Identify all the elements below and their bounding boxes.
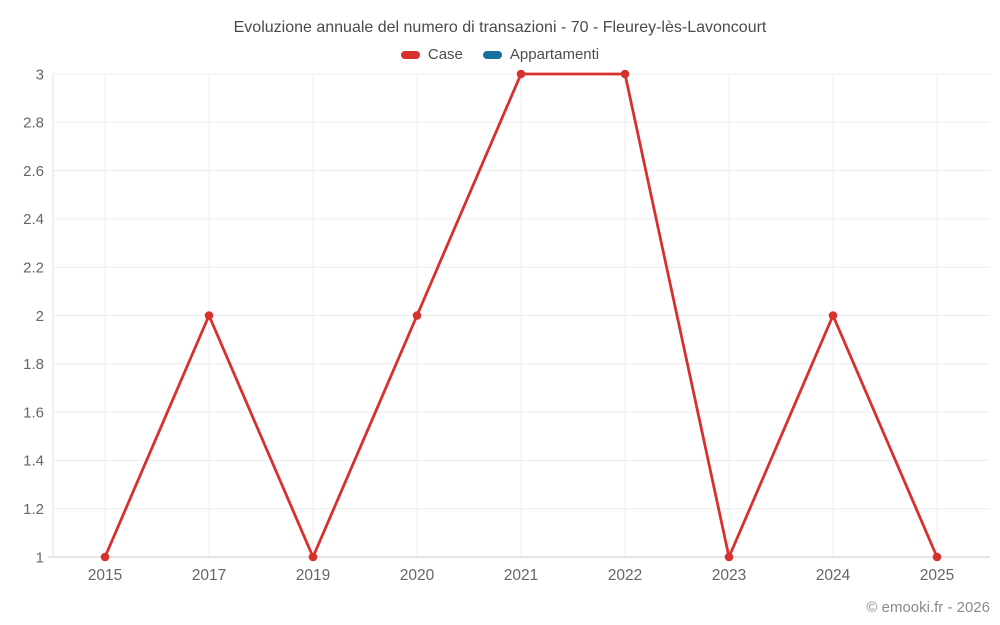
case-series-swatch-icon [400, 50, 420, 59]
legend-label-case: Case [427, 46, 463, 64]
y-tick-label: 1 [36, 549, 44, 566]
y-tick-label: 1.8 [23, 356, 44, 373]
x-tick-label: 2024 [816, 567, 851, 584]
x-tick-label: 2017 [192, 567, 226, 584]
y-tick-label: 1.2 [23, 501, 44, 518]
y-tick-label: 3 [36, 66, 44, 83]
y-tick-label: 2 [36, 308, 44, 325]
y-tick-label: 2.8 [23, 115, 44, 132]
legend-label-appartamenti: Appartamenti [509, 46, 600, 64]
watermark: © emooki.fr - 2026 [866, 599, 990, 616]
data-point[interactable] [516, 69, 526, 79]
data-point[interactable] [932, 552, 942, 562]
x-tick-label: 2015 [88, 567, 122, 584]
x-tick-label: 2021 [504, 567, 538, 584]
y-tick-label: 2.6 [23, 163, 44, 180]
data-point[interactable] [308, 552, 318, 562]
x-tick-label: 2023 [712, 567, 746, 584]
legend: Case Appartamenti [0, 46, 1000, 63]
y-tick-label: 1.6 [23, 404, 44, 421]
legend-item-case[interactable]: Case [400, 46, 463, 64]
data-point[interactable] [724, 552, 734, 562]
data-point[interactable] [204, 311, 214, 320]
x-tick-label: 2022 [608, 567, 642, 584]
y-tick-label: 2.4 [23, 211, 44, 228]
x-tick-label: 2025 [920, 567, 954, 584]
data-point[interactable] [828, 311, 838, 320]
series-case [100, 69, 942, 562]
x-axis-labels: 2015 2017 2019 2020 2021 2022 2023 2024 2025 [88, 567, 954, 584]
y-tick-label: 2.2 [23, 259, 44, 276]
appartamenti-series-swatch-icon [482, 50, 502, 59]
y-tick-label: 1.4 [23, 453, 44, 470]
legend-item-appartamenti[interactable]: Appartamenti [482, 46, 600, 64]
data-point[interactable] [412, 311, 422, 320]
data-point[interactable] [100, 552, 110, 562]
x-tick-label: 2019 [296, 567, 330, 584]
gridlines [53, 73, 990, 557]
x-tick-label: 2020 [400, 567, 435, 584]
data-point[interactable] [620, 69, 630, 79]
y-axis-labels: 1 1.2 1.4 1.6 1.8 2 2.2 2.4 2.6 2.8 3 [23, 66, 44, 566]
chart-title: Evoluzione annuale del numero di transaz… [233, 19, 767, 36]
